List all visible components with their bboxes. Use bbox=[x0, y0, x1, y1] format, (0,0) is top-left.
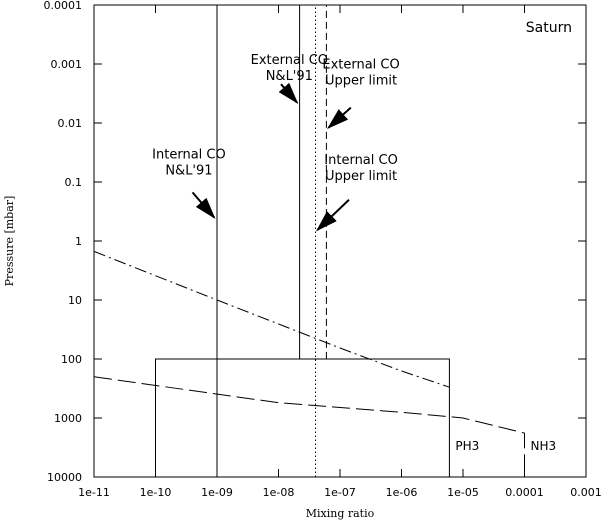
annotation-arrow bbox=[191, 191, 216, 220]
x-tick-label: 1e-05 bbox=[447, 486, 479, 499]
series-label-nh3: NH3 bbox=[531, 439, 557, 453]
y-tick-label: 0.1 bbox=[65, 176, 83, 189]
y-axis-label: Pressure [mbar] bbox=[3, 196, 16, 287]
series-line-ph3 bbox=[155, 358, 450, 477]
x-tick-label: 1e-09 bbox=[201, 486, 233, 499]
y-tick-label: 1 bbox=[75, 235, 82, 248]
y-tick-label: 0.001 bbox=[51, 58, 83, 71]
x-tick-label: 0.0001 bbox=[505, 486, 544, 499]
x-tick-label: 1e-08 bbox=[263, 486, 295, 499]
annotation-text: N&L'91 bbox=[165, 164, 212, 179]
x-tick-label: 1e-10 bbox=[140, 486, 172, 499]
y-tick-label: 10 bbox=[68, 294, 82, 307]
x-tick-label: 1e-06 bbox=[386, 486, 418, 499]
annotation: External CON&L'91 bbox=[251, 53, 328, 105]
annotation-text: External CO bbox=[251, 53, 328, 68]
y-tick-label: 100 bbox=[61, 353, 82, 366]
series-line bbox=[93, 250, 450, 388]
annotation-text: Upper limit bbox=[325, 74, 397, 89]
x-tick-label: 0.001 bbox=[570, 486, 602, 499]
series-line-nh3 bbox=[93, 376, 525, 477]
series-line bbox=[315, 5, 327, 360]
x-axis-label: Mixing ratio bbox=[306, 507, 375, 520]
chart-title: Saturn bbox=[526, 20, 572, 36]
annotation-text: N&L'91 bbox=[266, 69, 313, 84]
y-tick-label: 0.01 bbox=[58, 117, 83, 130]
annotation: Internal CON&L'91 bbox=[152, 148, 226, 220]
y-tick-label: 1000 bbox=[54, 412, 82, 425]
y-tick-label: 10000 bbox=[47, 471, 82, 484]
series-label-ph3: PH3 bbox=[455, 439, 479, 453]
series-line bbox=[217, 5, 301, 360]
annotation-arrow bbox=[316, 199, 350, 232]
annotation-text: Upper limit bbox=[325, 169, 397, 184]
annotation-text: External CO bbox=[322, 58, 399, 73]
x-tick-label: 1e-07 bbox=[324, 486, 356, 499]
annotation-text: Internal CO bbox=[152, 148, 226, 163]
x-tick-label: 1e-11 bbox=[78, 486, 110, 499]
annotation-arrow bbox=[327, 106, 352, 130]
annotation-arrow bbox=[278, 82, 299, 105]
y-tick-label: 0.0001 bbox=[44, 0, 83, 12]
annotation-text: Internal CO bbox=[324, 153, 398, 168]
